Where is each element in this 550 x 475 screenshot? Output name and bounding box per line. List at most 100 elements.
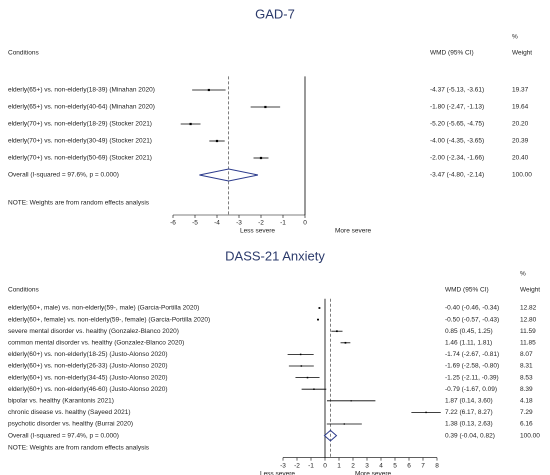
study-label: elderly(65+) vs. non-elderly(18-39) (Min… [8,87,155,94]
effect-label: 1.38 (0.13, 2.63) [445,421,493,428]
point-estimate [350,400,352,402]
overall-label: Overall (I-squared = 97.6%, p = 0.000) [8,172,119,179]
overall-weight: 100.00 [512,172,532,179]
x-tick-label: -5 [192,220,198,227]
x-tick-label: 6 [407,462,411,469]
point-estimate [343,423,346,425]
study-label: elderly(60+, male) vs. non-elderly(59-, … [8,305,199,312]
weight-label: 7.29 [520,409,533,416]
column-header: % [512,34,518,41]
panel-title: DASS-21 Anxiety [225,248,325,263]
weight-label: 20.40 [512,155,529,162]
weight-label: 8.53 [520,374,533,381]
effect-label: -1.25 (-2.11, -0.39) [445,374,499,381]
column-header: WMD (95% CI) [430,50,474,57]
x-tick-label: -1 [280,220,286,227]
x-tick-label: -3 [236,220,242,227]
point-estimate [215,139,219,143]
overall-label: Overall (I-squared = 97.4%, p = 0.000) [8,432,119,439]
weight-label: 12.80 [520,316,537,323]
overall-diamond [323,429,338,442]
effect-label: -2.00 (-2.34, -1.66) [430,155,484,162]
weight-label: 11.85 [520,340,536,347]
effect-label: 0.85 (0.45, 1.25) [445,328,493,335]
x-tick-label: 8 [435,462,439,469]
weight-label: 12.82 [520,305,537,312]
weight-label: 4.18 [520,398,533,405]
study-label: elderly(60+, female) vs. non-elderly(59-… [8,316,210,323]
overall-effect: -3.47 (-4.80, -2.14) [430,172,484,179]
study-label: elderly(70+) vs. non-elderly(50-69) (Sto… [8,155,152,162]
x-tick-label: -1 [308,462,314,469]
overall-diamond [199,168,259,182]
weight-label: 8.39 [520,386,533,393]
overall-weight: 100.00 [520,432,540,439]
point-estimate [189,122,192,126]
effect-label: -5.20 (-5.65, -4.75) [430,121,484,128]
x-tick-label: 5 [393,462,397,469]
point-estimate [299,353,302,356]
effect-label: 1.87 (0.14, 3.60) [445,398,493,405]
point-estimate [318,307,321,309]
study-label: elderly(60+) vs. non-elderly(34-45) (Jus… [8,374,168,381]
column-header: Weight [520,287,540,294]
study-label: elderly(60+) vs. non-elderly(18-25) (Jus… [8,351,168,358]
note: NOTE: Weights are from random effects an… [8,200,150,207]
study-label: chronic disease vs. healthy (Sayeed 2021… [8,409,131,416]
point-estimate [264,105,267,109]
effect-label: -0.50 (-0.57, -0.43) [445,316,499,323]
point-estimate [425,411,427,414]
column-header: Conditions [8,287,39,294]
study-label: psychotic disorder vs. healthy (Burrai 2… [8,421,133,428]
weight-label: 6.16 [520,421,533,428]
effect-label: 7.22 (6.17, 8.27) [445,409,493,416]
weight-label: 8.07 [520,351,533,358]
overall-effect: 0.39 (-0.04, 0.82) [445,432,495,439]
column-header: Conditions [8,50,39,57]
column-header: WMD (95% CI) [445,287,489,294]
effect-label: -4.00 (-4.35, -3.65) [430,138,484,145]
effect-label: -1.80 (-2.47, -1.13) [430,104,484,111]
point-estimate [207,88,210,92]
x-tick-label: -4 [214,220,220,227]
x-tick-label: 3 [365,462,369,469]
x-tick-label: 7 [421,462,425,469]
effect-label: -1.74 (-2.67, -0.81) [445,351,499,358]
study-label: bipolar vs. healthy (Karantonis 2021) [8,398,114,405]
study-label: common mental disorder vs. healthy (Gonz… [8,340,184,347]
x-tick-label: -3 [280,462,286,469]
axis-label-left: Less severe [240,228,275,235]
study-label: elderly(60+) vs. non-elderly(46-60) (Jus… [8,386,168,393]
weight-label: 20.39 [512,138,529,145]
study-label: elderly(65+) vs. non-elderly(40-64) (Min… [8,104,155,111]
point-estimate [317,318,319,321]
point-estimate [313,388,315,390]
axis-label-right: More severe [335,228,372,235]
effect-label: -4.37 (-5.13, -3.61) [430,87,484,94]
x-tick-label: 0 [303,220,307,227]
note: NOTE: Weights are from random effects an… [8,444,150,451]
x-tick-label: 4 [379,462,383,469]
weight-label: 11.59 [520,328,536,335]
weight-label: 19.37 [512,87,529,94]
x-tick-label: -6 [170,220,176,227]
effect-label: -0.40 (-0.46, -0.34) [445,305,499,312]
study-label: elderly(60+) vs. non-elderly(26-33) (Jus… [8,363,168,370]
column-header: Weight [512,50,532,57]
axis-label-left: Less severe [260,470,295,475]
point-estimate [344,341,347,344]
point-estimate [306,376,309,379]
column-header: % [520,271,526,278]
weight-label: 20.20 [512,121,529,128]
weight-label: 8.31 [520,363,533,370]
weight-label: 19.64 [512,104,529,111]
study-label: elderly(70+) vs. non-elderly(30-49) (Sto… [8,138,152,145]
x-tick-label: -2 [294,462,300,469]
study-label: severe mental disorder vs. healthy (Gonz… [8,328,179,335]
x-tick-label: 1 [337,462,341,469]
panel-title: GAD-7 [255,6,295,21]
effect-label: -1.69 (-2.58, -0.80) [445,363,499,370]
point-estimate [300,365,303,367]
x-tick-label: 2 [351,462,355,469]
